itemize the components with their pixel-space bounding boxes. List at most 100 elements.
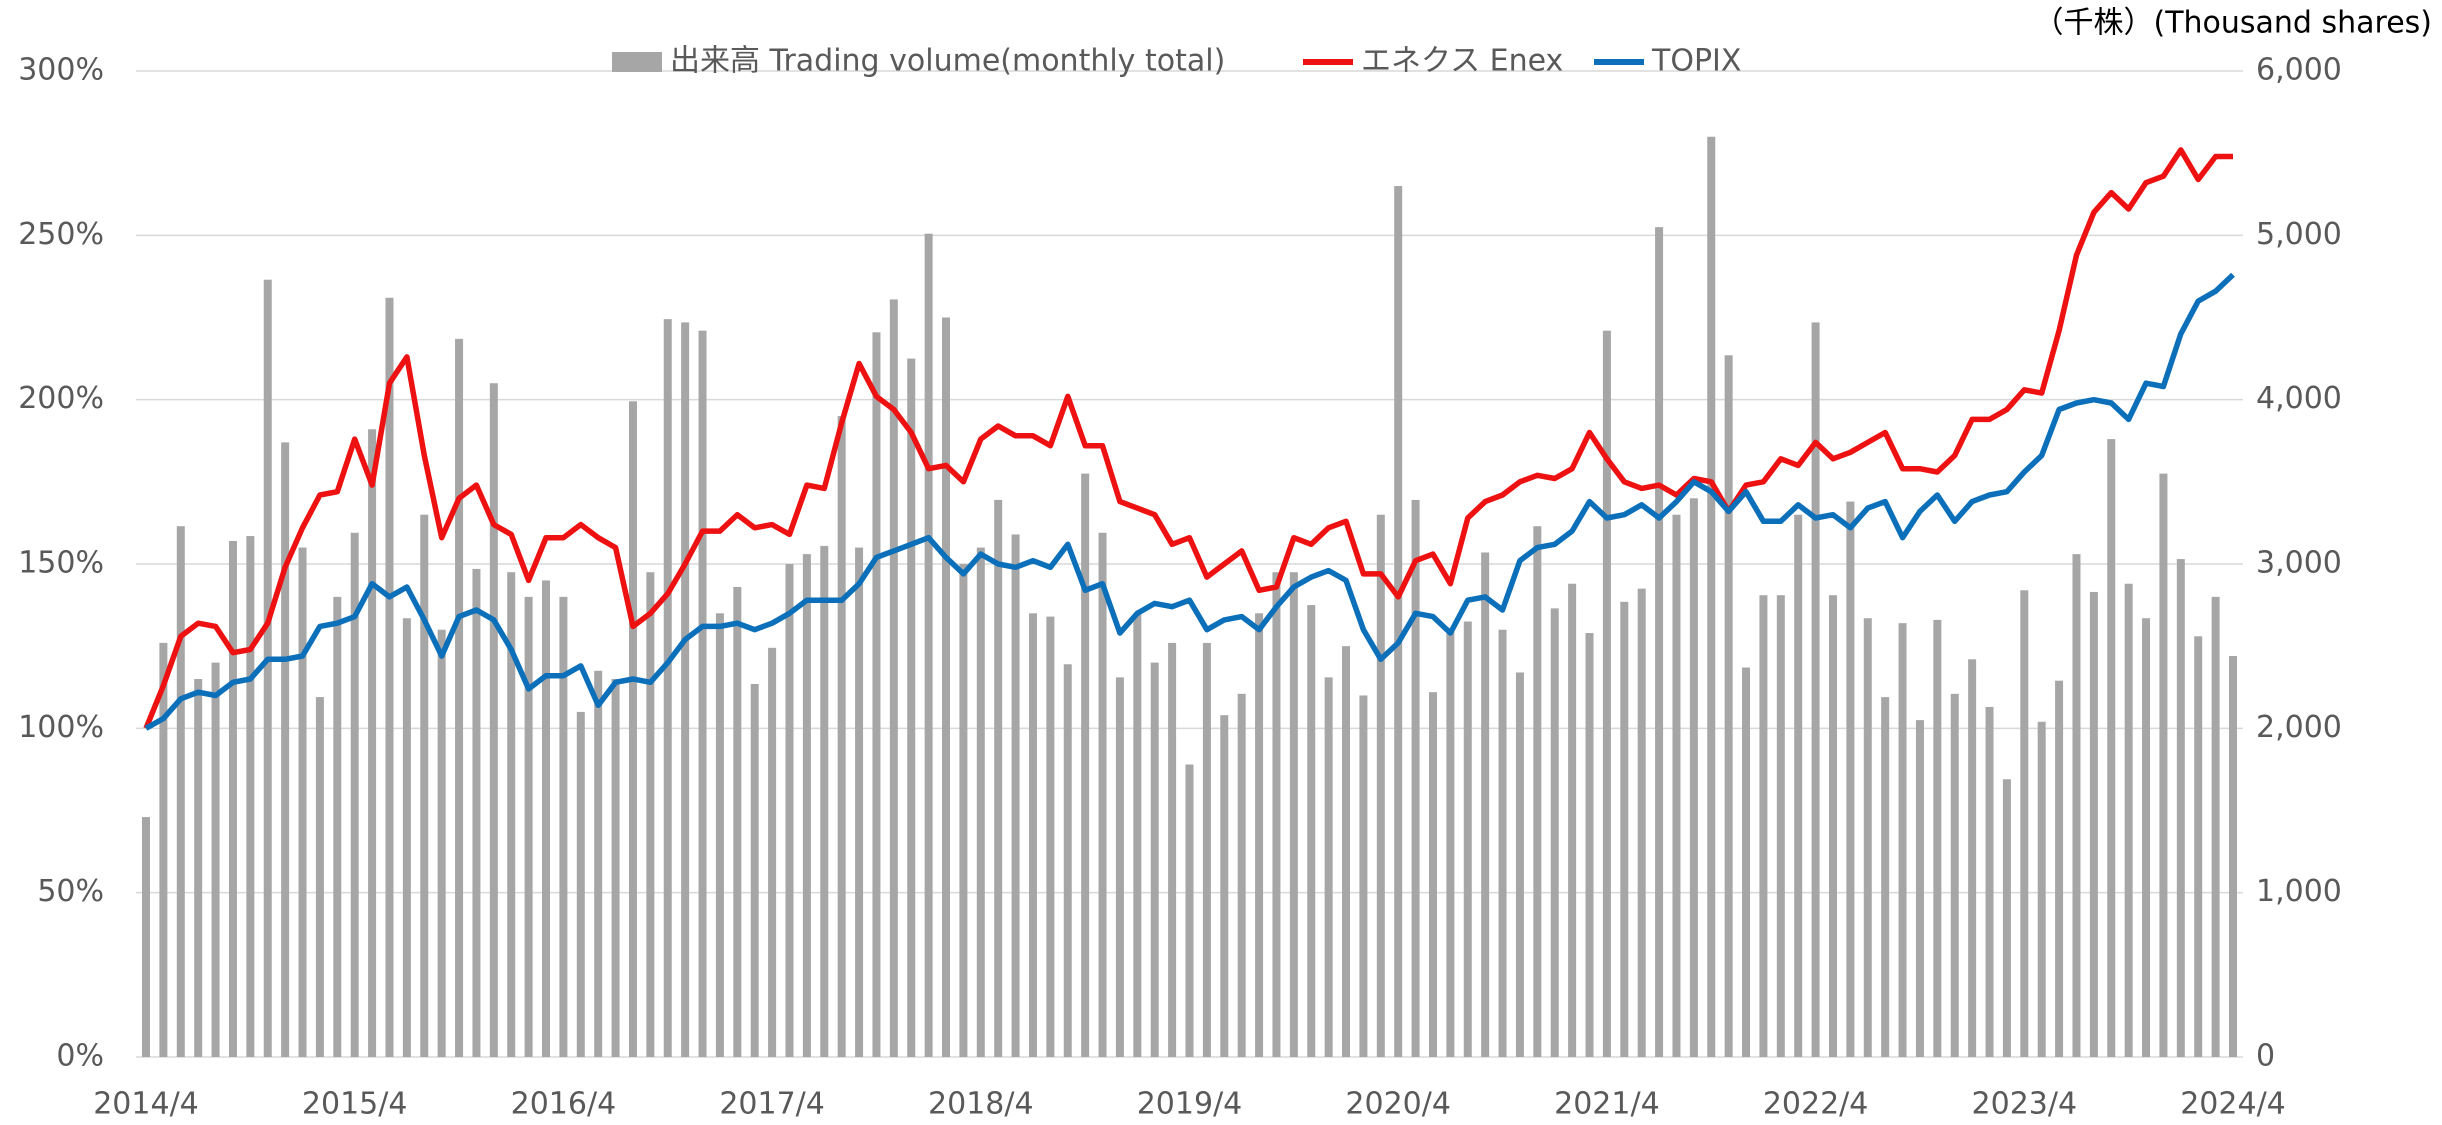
x-tick-label: 2017/4 (719, 1087, 825, 1122)
bar (802, 554, 811, 1057)
bar (315, 697, 324, 1057)
x-tick-label: 2024/4 (2180, 1087, 2286, 1122)
bar (1081, 473, 1090, 1057)
bar (1115, 677, 1124, 1057)
bar (1185, 764, 1194, 1057)
bar (142, 817, 150, 1057)
bar (646, 572, 655, 1057)
bar (594, 670, 603, 1057)
bar (437, 629, 446, 1057)
bar (2089, 591, 2098, 1057)
bar (1707, 136, 1716, 1057)
bar (2055, 680, 2064, 1057)
y2-tick-label: 4,000 (2256, 381, 2342, 416)
bar (1550, 608, 1559, 1057)
x-tick-label: 2022/4 (1763, 1087, 1869, 1122)
bar (872, 332, 881, 1057)
y-tick-label: 150% (18, 546, 104, 581)
bar (942, 317, 951, 1057)
bar (1255, 613, 1264, 1057)
bar (2176, 559, 2185, 1057)
bar (385, 297, 394, 1057)
y-tick-label: 50% (37, 874, 104, 909)
bar (698, 330, 707, 1057)
bar (1950, 693, 1959, 1057)
bar (1689, 498, 1698, 1057)
bar (1133, 613, 1142, 1057)
bar (507, 572, 516, 1057)
bar (402, 618, 411, 1057)
bar (1776, 595, 1785, 1057)
bar (333, 596, 342, 1057)
bar (889, 299, 898, 1057)
bar (1968, 659, 1977, 1057)
bar (1759, 595, 1768, 1057)
bar (211, 662, 220, 1057)
bar (611, 679, 620, 1057)
bar (281, 442, 290, 1058)
bar (472, 568, 481, 1057)
bar (2229, 656, 2237, 1057)
bar (1672, 514, 1681, 1057)
bar (1150, 662, 1159, 1057)
bar (785, 564, 794, 1057)
bar (1724, 355, 1733, 1058)
bar (263, 279, 272, 1057)
bar (1828, 595, 1837, 1057)
bar (1307, 605, 1316, 1057)
bar (455, 338, 464, 1057)
bar (420, 514, 429, 1057)
legend-label: 出来高 Trading volume(monthly total) (670, 44, 1225, 79)
bar (1324, 677, 1333, 1057)
y2-tick-label: 6,000 (2256, 53, 2342, 88)
bar (542, 580, 551, 1057)
y-tick-label: 250% (18, 217, 104, 252)
bar (246, 536, 255, 1057)
bar (1881, 697, 1890, 1057)
bar (1272, 572, 1281, 1057)
y2-tick-label: 1,000 (2256, 874, 2342, 909)
x-tick-label: 2023/4 (1972, 1087, 2078, 1122)
bar (2159, 473, 2168, 1057)
bar (2142, 618, 2151, 1057)
bar (489, 383, 498, 1057)
bar (976, 547, 985, 1057)
bar (1933, 619, 1942, 1057)
bar (1811, 322, 1820, 1057)
legend-label: エネクス Enex (1361, 44, 1563, 79)
bar (2124, 583, 2133, 1057)
bar (1446, 628, 1455, 1057)
bar (1428, 692, 1437, 1057)
bar (1359, 695, 1368, 1057)
bar (1394, 186, 1403, 1058)
bar (2107, 439, 2116, 1057)
bar (228, 540, 237, 1057)
bar (1863, 618, 1872, 1057)
bar (1742, 667, 1751, 1057)
bar (681, 322, 690, 1057)
bar (663, 319, 672, 1058)
bar (2211, 596, 2220, 1057)
bar (159, 642, 168, 1057)
y2-tick-label: 3,000 (2256, 546, 2342, 581)
bar (715, 613, 724, 1057)
bar (559, 596, 568, 1057)
bar (1411, 499, 1420, 1057)
bar (1481, 552, 1490, 1057)
bar (1794, 514, 1803, 1057)
bar (1515, 672, 1524, 1057)
bar (1846, 501, 1855, 1057)
bar (368, 429, 377, 1057)
bar (924, 233, 933, 1057)
bar (994, 499, 1003, 1057)
bar (1168, 642, 1177, 1057)
bar (1602, 330, 1611, 1057)
bar (1289, 572, 1298, 1057)
bar (298, 547, 307, 1057)
bar (733, 587, 742, 1057)
x-tick-label: 2021/4 (1554, 1087, 1660, 1122)
y2-tick-label: 2,000 (2256, 710, 2342, 745)
bar (1376, 514, 1385, 1057)
x-tick-label: 2020/4 (1345, 1087, 1451, 1122)
